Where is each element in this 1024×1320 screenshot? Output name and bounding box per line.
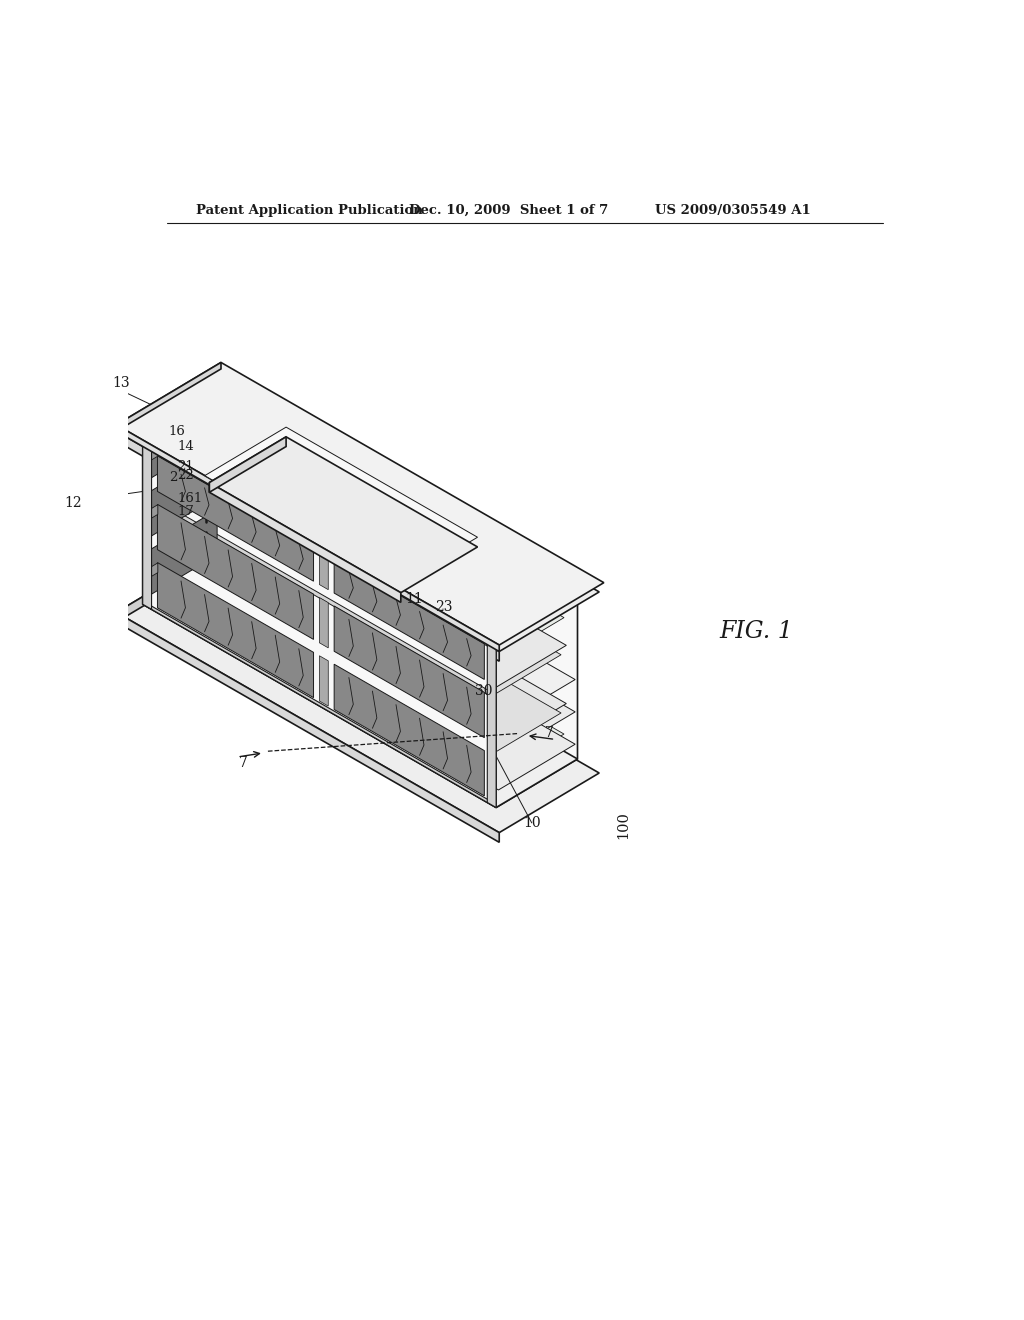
Polygon shape (487, 640, 496, 808)
Polygon shape (154, 511, 566, 750)
Polygon shape (147, 510, 217, 597)
Polygon shape (334, 606, 484, 738)
Polygon shape (142, 442, 152, 610)
Polygon shape (218, 403, 560, 601)
Polygon shape (496, 597, 578, 808)
Text: 100: 100 (616, 812, 630, 840)
Polygon shape (185, 422, 527, 620)
Text: 16: 16 (169, 425, 185, 438)
Text: 14: 14 (177, 440, 195, 453)
Polygon shape (160, 467, 390, 601)
Polygon shape (157, 541, 564, 777)
Text: 10: 10 (523, 816, 541, 830)
Polygon shape (142, 442, 496, 808)
Text: 161: 161 (177, 492, 203, 506)
Polygon shape (145, 541, 575, 789)
Polygon shape (160, 525, 390, 659)
Polygon shape (151, 562, 158, 577)
Polygon shape (209, 437, 286, 492)
Polygon shape (151, 504, 158, 519)
Polygon shape (117, 425, 500, 652)
Polygon shape (157, 483, 564, 719)
Polygon shape (154, 449, 489, 647)
Polygon shape (147, 451, 217, 539)
Polygon shape (142, 556, 578, 808)
Polygon shape (209, 483, 400, 602)
Polygon shape (117, 553, 216, 622)
Polygon shape (160, 418, 390, 552)
Polygon shape (158, 504, 313, 639)
Polygon shape (154, 498, 489, 696)
Polygon shape (202, 412, 544, 611)
Polygon shape (334, 664, 484, 796)
Polygon shape (170, 432, 511, 630)
Text: Dec. 10, 2009  Sheet 1 of 7: Dec. 10, 2009 Sheet 1 of 7 (410, 205, 608, 218)
Text: 30: 30 (475, 684, 493, 698)
Text: 12: 12 (65, 496, 82, 511)
Polygon shape (142, 395, 578, 645)
Polygon shape (117, 432, 500, 661)
Polygon shape (337, 627, 561, 758)
Polygon shape (142, 442, 496, 649)
Polygon shape (319, 656, 329, 706)
Polygon shape (142, 601, 496, 808)
Polygon shape (117, 372, 216, 441)
Polygon shape (205, 428, 477, 586)
Polygon shape (147, 403, 217, 480)
Text: 7: 7 (545, 726, 554, 741)
Text: Patent Application Publication: Patent Application Publication (197, 205, 423, 218)
Polygon shape (145, 508, 575, 758)
Text: 7: 7 (239, 756, 248, 770)
Polygon shape (158, 455, 313, 581)
Polygon shape (145, 477, 575, 725)
Polygon shape (334, 557, 484, 680)
Polygon shape (154, 556, 489, 754)
Polygon shape (117, 553, 599, 833)
Text: FIG. 1: FIG. 1 (719, 620, 793, 643)
Polygon shape (117, 363, 221, 432)
Text: 11: 11 (406, 593, 423, 606)
Text: 2: 2 (169, 471, 177, 483)
Text: 21: 21 (177, 459, 195, 473)
Text: 22: 22 (177, 470, 195, 482)
Polygon shape (157, 425, 564, 660)
Polygon shape (154, 404, 566, 643)
Polygon shape (117, 363, 604, 645)
Polygon shape (158, 562, 313, 698)
Polygon shape (337, 569, 561, 700)
Polygon shape (209, 437, 477, 593)
Text: 17: 17 (177, 504, 195, 517)
Polygon shape (142, 395, 224, 605)
Polygon shape (337, 520, 561, 651)
Polygon shape (319, 598, 329, 648)
Text: 23: 23 (434, 599, 453, 614)
Polygon shape (154, 453, 566, 692)
Text: US 2009/0305549 A1: US 2009/0305549 A1 (655, 205, 811, 218)
Polygon shape (117, 372, 599, 652)
Polygon shape (117, 612, 500, 842)
Polygon shape (151, 446, 158, 461)
Polygon shape (319, 549, 329, 590)
Text: 13: 13 (113, 376, 130, 391)
